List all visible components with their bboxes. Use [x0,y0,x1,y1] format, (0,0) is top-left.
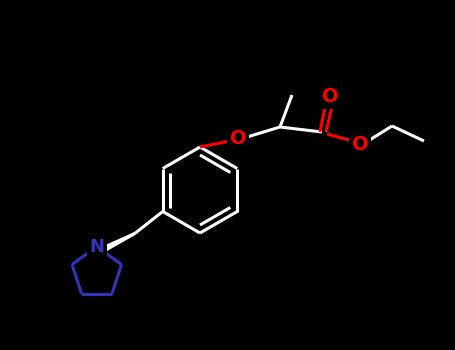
Text: O: O [352,134,368,154]
Text: O: O [230,130,246,148]
Text: N: N [89,238,104,255]
Text: O: O [322,88,339,106]
